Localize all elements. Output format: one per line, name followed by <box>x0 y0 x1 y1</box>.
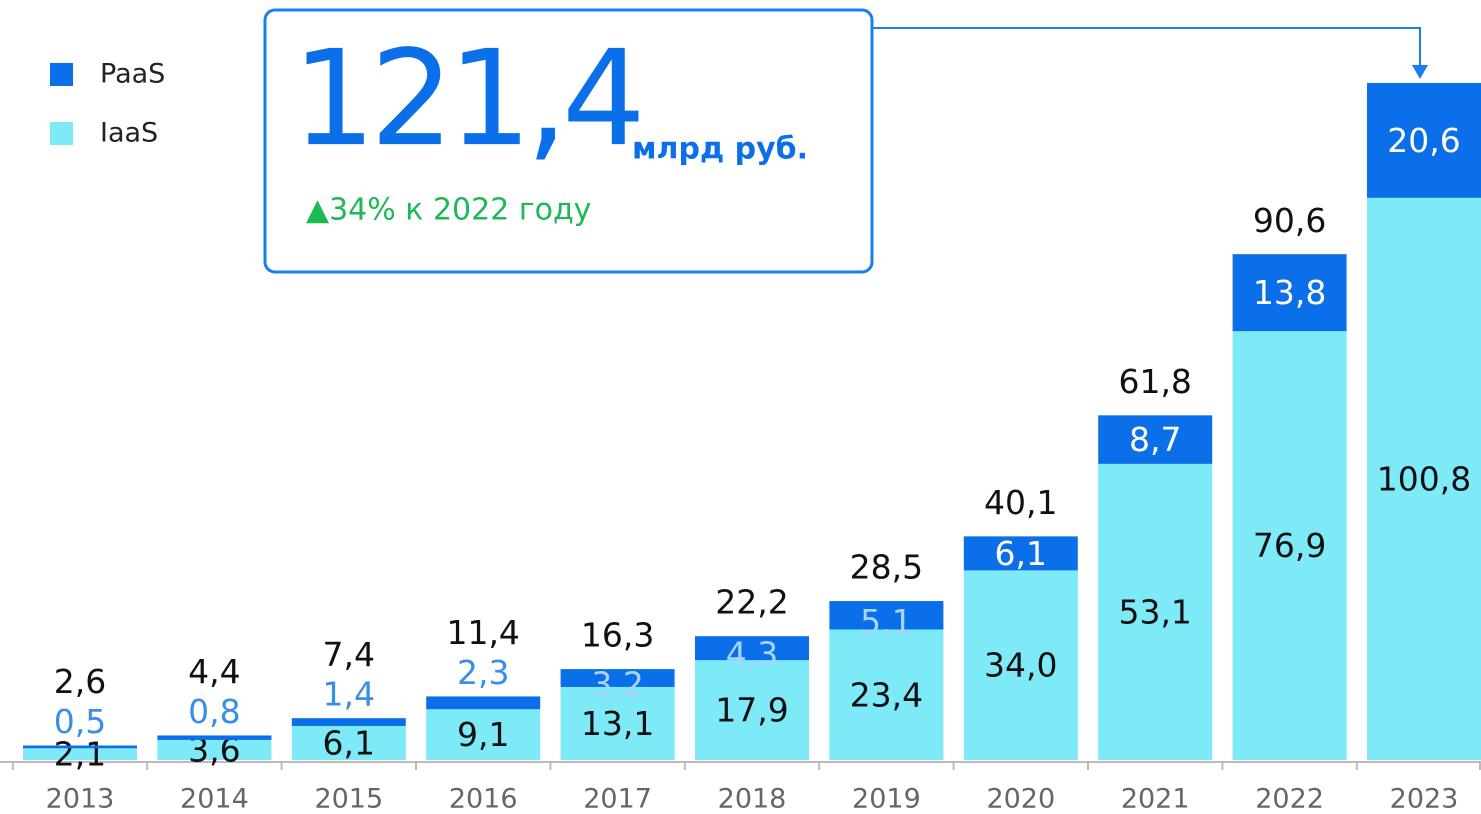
total-label: 90,6 <box>1253 201 1326 240</box>
value-label: 6,1 <box>995 534 1047 573</box>
x-tick-label: 2015 <box>314 784 383 814</box>
total-label: 22,2 <box>715 583 788 622</box>
bar-segment <box>1232 331 1347 760</box>
bar-segment <box>1098 415 1213 464</box>
total-label: 40,1 <box>984 483 1057 522</box>
bar-segment <box>23 745 137 749</box>
bar-segment <box>426 709 541 760</box>
bar-segment <box>695 636 809 661</box>
value-label: 23,4 <box>850 675 923 714</box>
value-label: 13,8 <box>1253 273 1326 312</box>
x-tick-label: 2017 <box>583 784 652 814</box>
value-label: 0,5 <box>54 702 106 741</box>
value-label: 13,1 <box>581 704 654 743</box>
total-label: 16,3 <box>581 616 654 655</box>
total-label: 2,6 <box>54 662 106 701</box>
total-label: 4,4 <box>188 652 240 691</box>
total-label: 61,8 <box>1118 362 1191 401</box>
value-label: 1,4 <box>323 675 375 714</box>
bar-segment <box>1098 463 1213 760</box>
legend-label: PaaS <box>100 59 165 90</box>
value-label: 8,7 <box>1129 420 1181 459</box>
x-tick-label: 2014 <box>180 784 249 814</box>
bar-segment <box>560 669 675 687</box>
x-tick-label: 2023 <box>1390 784 1459 814</box>
bar-segment <box>560 686 675 760</box>
value-label: 2,3 <box>457 653 509 692</box>
callout-arrowhead <box>1412 64 1428 79</box>
x-tick-label: 2018 <box>718 784 787 814</box>
bar-segment <box>1232 254 1347 332</box>
bar-segment <box>695 660 809 760</box>
callout-change: ▲34% к 2022 году <box>306 193 591 228</box>
value-label: 4,3 <box>726 635 778 674</box>
bar-segment <box>963 536 1078 571</box>
value-label: 53,1 <box>1118 592 1191 631</box>
bar-segment <box>829 629 944 760</box>
value-label: 17,9 <box>715 691 788 730</box>
callout-value: 121,4 <box>292 22 640 176</box>
value-label: 5,1 <box>860 602 912 641</box>
value-label: 76,9 <box>1253 526 1326 565</box>
bar-segment <box>23 748 137 760</box>
value-label: 20,6 <box>1387 121 1460 160</box>
value-label: 6,1 <box>323 723 375 762</box>
bar-segment <box>1367 197 1481 760</box>
value-label: 100,8 <box>1377 459 1471 498</box>
legend-swatch <box>50 122 73 145</box>
x-tick-label: 2016 <box>449 784 518 814</box>
bar-segment <box>157 735 272 740</box>
bar-segment <box>829 601 944 630</box>
value-label: 3,2 <box>591 665 643 704</box>
callout-connector <box>872 27 1421 69</box>
total-label: 28,5 <box>850 548 923 587</box>
x-tick-label: 2021 <box>1121 784 1190 814</box>
bar-segment <box>157 739 272 760</box>
bar-segment <box>291 725 406 760</box>
x-tick-label: 2022 <box>1255 784 1324 814</box>
x-tick-label: 2019 <box>852 784 921 814</box>
x-tick-label: 2013 <box>46 784 115 814</box>
total-label: 11,4 <box>446 613 519 652</box>
bar-segment <box>426 696 541 710</box>
legend-swatch <box>50 63 73 86</box>
callout-unit: млрд руб. <box>632 132 808 167</box>
value-label: 9,1 <box>457 715 509 754</box>
bar-segment <box>1367 82 1481 198</box>
total-label: 7,4 <box>323 635 375 674</box>
bar-segment <box>963 570 1078 760</box>
x-tick-label: 2020 <box>986 784 1055 814</box>
value-label: 2,1 <box>54 735 106 774</box>
callout-box <box>263 8 874 274</box>
value-label: 0,8 <box>188 692 240 731</box>
bar-segment <box>291 718 406 726</box>
value-label: 34,0 <box>984 646 1057 685</box>
legend-label: IaaS <box>100 118 158 149</box>
